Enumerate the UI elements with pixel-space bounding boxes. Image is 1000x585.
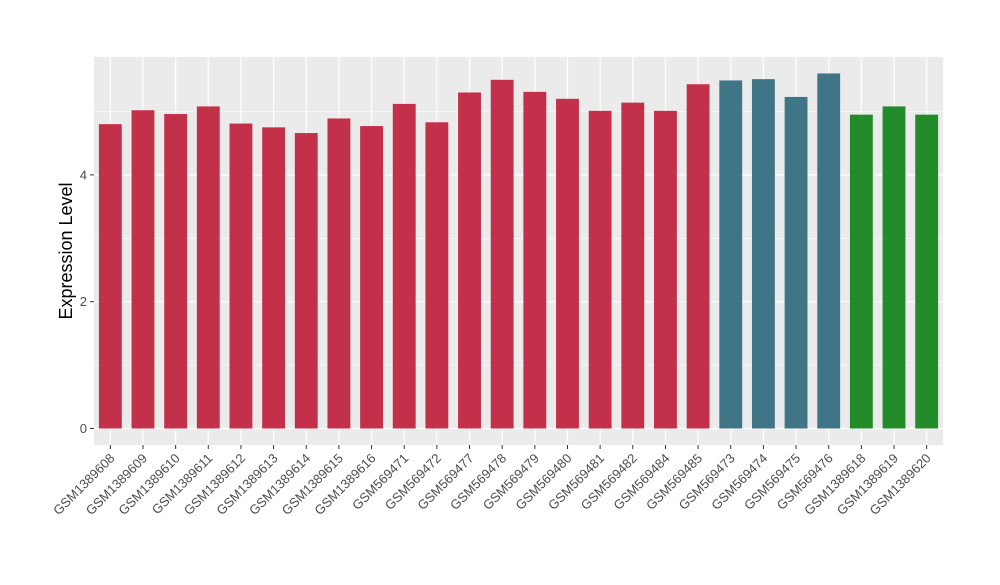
bar — [556, 98, 579, 429]
bar — [360, 126, 383, 429]
bar — [458, 92, 481, 429]
y-tick-label: 0 — [80, 421, 87, 436]
bar — [751, 79, 775, 429]
bar — [196, 106, 220, 429]
bar — [686, 84, 710, 429]
bar — [588, 110, 612, 429]
y-tick-label: 4 — [80, 167, 87, 182]
bar — [262, 127, 286, 429]
bar — [164, 114, 188, 429]
bar — [654, 110, 677, 429]
bars — [98, 73, 939, 429]
y-axis-label: Expression Level — [56, 182, 76, 319]
bar — [131, 110, 155, 429]
bar — [523, 91, 547, 429]
y-tick-label: 2 — [80, 294, 87, 309]
bar — [621, 102, 645, 429]
bar — [98, 124, 122, 429]
bar — [327, 118, 351, 429]
bar — [817, 73, 841, 429]
bar — [392, 103, 416, 429]
bar — [719, 80, 743, 429]
x-axis: GSM1389608GSM1389609GSM1389610GSM1389611… — [50, 445, 934, 518]
y-axis: 0 2 4 — [80, 167, 94, 436]
bar — [425, 122, 449, 429]
bar — [294, 133, 318, 429]
bar — [849, 114, 873, 429]
bar — [915, 114, 939, 429]
bar — [784, 96, 808, 429]
bar — [229, 123, 253, 429]
bar — [490, 79, 514, 429]
bar — [882, 106, 906, 429]
plot-panel — [94, 57, 943, 445]
